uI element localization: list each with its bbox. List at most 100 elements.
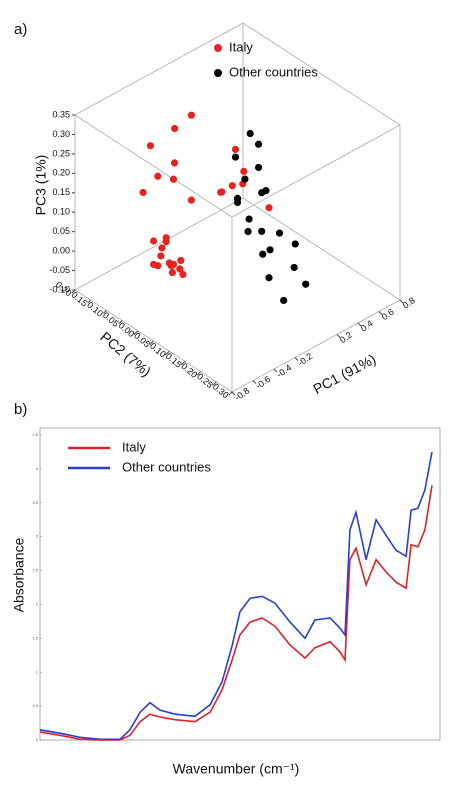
panel-label: b) [14,401,27,418]
point [149,237,158,245]
y-tick [212,381,217,386]
point [246,129,254,138]
legend-marker [214,69,222,77]
z-tick-label: -0.10 [49,284,70,294]
point [291,240,299,248]
z-tick-label: 0.10 [52,207,70,217]
x-axis-label: Wavenumber (cm⁻¹) [173,761,300,777]
point [280,296,288,305]
point [154,172,162,180]
y-tick [103,310,107,314]
legend-label: Other countries [122,459,211,474]
z-tick-label: -0.05 [49,265,70,275]
point [240,167,248,175]
legend-label: Italy [122,439,146,454]
series-line [39,485,433,741]
z-tick-label: 0.35 [52,109,70,119]
z-tick-label: 0.25 [52,148,70,158]
point [167,262,176,270]
box-edge [242,22,401,126]
y-tick-label: 1 [36,669,39,674]
y-axis-label: Absorbance [11,537,27,612]
y-tick [197,371,201,375]
box-edge [74,197,244,291]
point [231,153,240,161]
y-tick [87,299,92,304]
point [241,175,249,183]
y-tick-label: 0 [36,737,39,742]
box-edge [242,197,401,301]
point [187,111,195,119]
z-tick-label: 0.05 [52,226,70,236]
point [157,252,165,260]
y-tick [181,361,186,365]
z-tick-label: 0.20 [52,168,70,178]
x-tick [357,322,362,327]
series-line [39,451,433,741]
point [171,124,179,133]
point [231,145,240,153]
x-tick [294,357,299,361]
box-edge [74,22,244,116]
x-tick [378,311,383,315]
z-tick-label: 0.15 [52,187,70,197]
point [275,229,284,237]
point [254,140,263,148]
y-tick [150,340,154,345]
point [179,270,187,279]
y-tick-label: 1.5 [32,635,38,640]
point [169,175,178,183]
y-tick [71,289,76,294]
point [139,188,147,197]
y-tick [118,320,123,324]
point [233,198,242,207]
plot-frame [39,427,441,741]
x-tick [273,368,278,373]
point [228,182,236,190]
point [177,256,185,265]
point [245,215,253,223]
panel-label: a) [14,21,27,38]
y-tick-label: 2.5 [32,568,38,573]
z-tick-label: 0.30 [52,129,70,139]
y-tick [134,330,139,335]
y-tick-label: 3 [36,534,39,539]
point [176,265,184,273]
x-tick [231,391,236,396]
point [258,227,266,235]
point [150,260,158,269]
z-axis-label: PC3 (1%) [33,155,49,216]
box-edge [231,124,401,218]
box-edge [74,114,233,218]
y-tick-label: 4 [36,466,39,471]
box-edge [231,299,401,393]
y-tick-label: 3.5 [32,500,38,505]
y-tick-label: 2 [36,602,39,607]
y-tick [165,350,170,355]
point [158,244,166,252]
y-tick [228,391,233,396]
legend-marker [214,44,222,52]
point [170,159,179,167]
point [244,227,252,236]
point [168,268,177,277]
z-tick-label: 0.00 [52,245,70,255]
point [302,280,310,288]
x-tick [399,299,404,304]
y-tick-label: 4.5 [32,432,38,437]
point [290,263,298,272]
legend-label: Italy [229,39,253,54]
x-tick [336,334,341,338]
point [258,189,266,197]
point [265,204,273,212]
point [218,188,226,196]
legend-label: Other countries [229,64,318,79]
point [254,163,263,172]
point [187,196,195,204]
point [266,246,274,254]
point [259,250,267,258]
point [162,238,170,246]
point [265,274,273,282]
